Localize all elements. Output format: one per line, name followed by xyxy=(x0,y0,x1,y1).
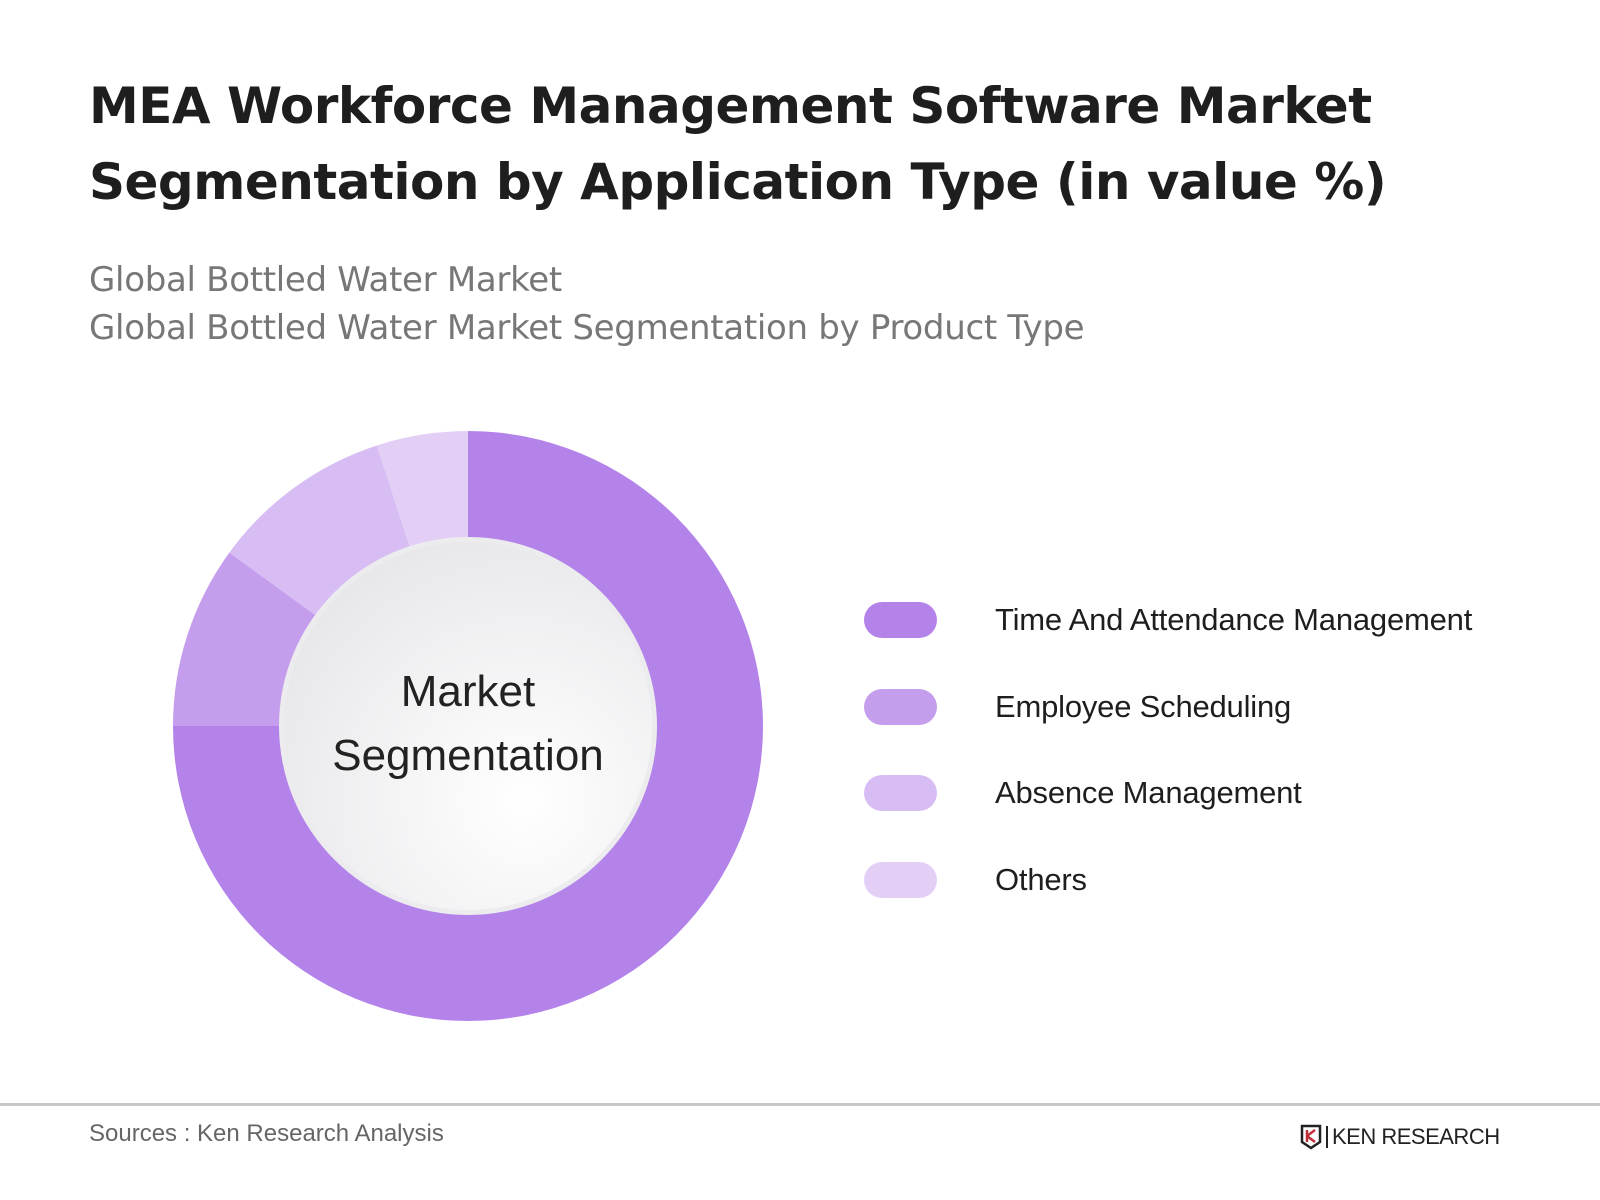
source-note: Sources : Ken Research Analysis xyxy=(89,1120,444,1147)
footer-divider xyxy=(0,1103,1600,1106)
legend-swatch xyxy=(864,775,937,811)
logo-separator xyxy=(1326,1126,1328,1148)
subtitle-line-1: Global Bottled Water Market xyxy=(89,260,562,300)
legend-item: Time And Attendance Management xyxy=(864,602,1472,638)
center-label-line-1: Market xyxy=(400,667,536,716)
legend-label: Time And Attendance Management xyxy=(995,602,1473,637)
legend-swatch xyxy=(864,861,937,898)
legend-label: Employee Scheduling xyxy=(995,688,1292,724)
chart-title: MEA Workforce Management Software Market… xyxy=(89,68,1489,220)
center-label: Market Segmentation xyxy=(318,660,618,788)
legend-item: Employee Scheduling xyxy=(864,688,1291,725)
legend-swatch xyxy=(864,602,937,638)
title-line-1: MEA Workforce Management Software Market xyxy=(89,77,1372,135)
legend-swatch xyxy=(864,688,937,725)
logo-text: KEN RESEARCH xyxy=(1332,1124,1500,1149)
ken-research-logo: KEN RESEARCH xyxy=(1300,1124,1500,1150)
slice-time-and-attendance-management xyxy=(173,431,763,1021)
ken-logo-icon xyxy=(1300,1124,1322,1150)
subtitle-line-2: Global Bottled Water Market Segmentation… xyxy=(89,308,1085,348)
center-label-line-2: Segmentation xyxy=(332,731,604,780)
legend-label: Others xyxy=(995,861,1087,897)
title-line-2: Segmentation by Application Type (in val… xyxy=(89,153,1387,211)
legend-item: Absence Management xyxy=(864,775,1302,811)
legend-label: Absence Management xyxy=(995,775,1302,810)
center-disc xyxy=(284,542,652,910)
legend-item: Others xyxy=(864,861,1087,898)
